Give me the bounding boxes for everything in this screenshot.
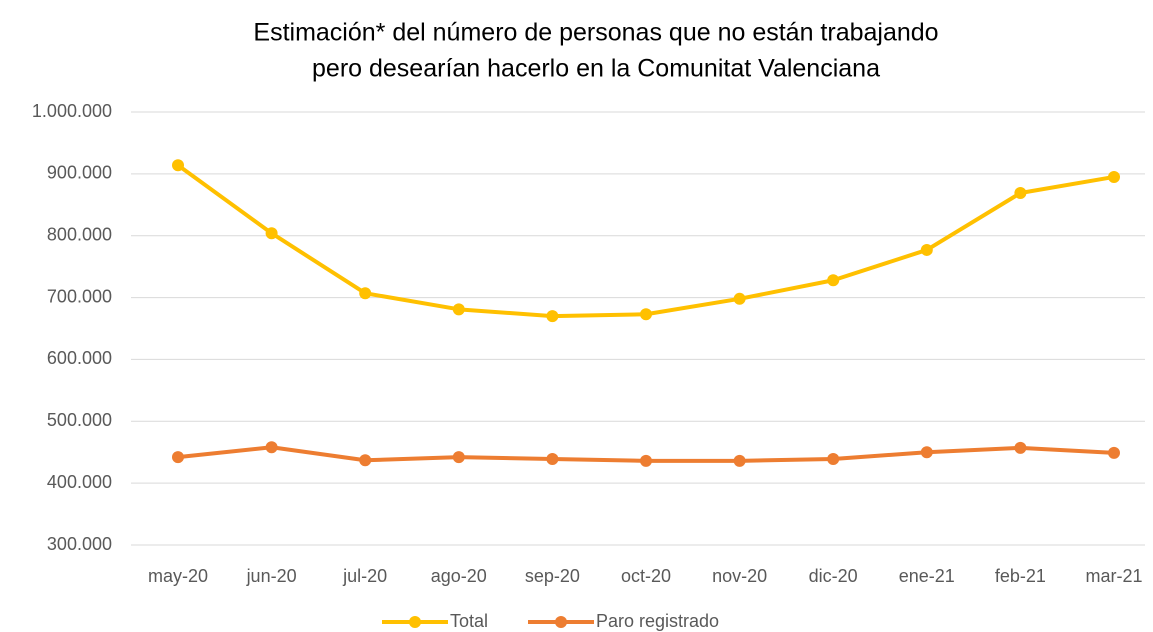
x-tick-label: ene-21 [899, 566, 955, 586]
legend-marker [555, 616, 567, 628]
data-point [172, 159, 184, 172]
data-point [827, 453, 840, 466]
data-point [733, 292, 746, 305]
y-tick-label: 500.000 [47, 410, 112, 430]
data-point [172, 451, 184, 464]
y-tick-label: 800.000 [47, 224, 112, 244]
data-point [546, 310, 559, 323]
x-tick-label: jul-20 [342, 566, 387, 586]
chart-title: pero desearían hacerlo en la Comunitat V… [312, 55, 880, 83]
data-point [733, 454, 746, 467]
y-tick-label: 700.000 [47, 286, 112, 306]
data-point [1108, 170, 1120, 183]
data-point [1108, 446, 1120, 459]
x-tick-label: nov-20 [712, 566, 767, 586]
y-tick-label: 600.000 [47, 348, 112, 368]
y-tick-label: 300.000 [47, 534, 112, 554]
legend-marker [409, 616, 421, 628]
x-tick-label: dic-20 [809, 566, 858, 586]
legend-label: Total [450, 611, 488, 631]
y-tick-label: 1.000.000 [32, 101, 112, 121]
x-tick-label: mar-21 [1085, 566, 1142, 586]
data-point [920, 446, 933, 459]
data-point [827, 274, 840, 287]
data-point [452, 303, 465, 316]
x-tick-label: oct-20 [621, 566, 671, 586]
data-point [640, 454, 652, 467]
x-tick-label: may-20 [148, 566, 208, 586]
data-point [640, 308, 652, 321]
data-point [452, 451, 465, 464]
chart-title: Estimación* del número de personas que n… [253, 19, 938, 47]
x-tick-label: ago-20 [431, 566, 487, 586]
data-point [1014, 441, 1027, 454]
data-point [1014, 187, 1027, 200]
series-line [176, 163, 1115, 319]
data-point [546, 453, 559, 466]
data-point [359, 454, 372, 467]
data-point [265, 441, 278, 454]
y-tick-label: 900.000 [47, 163, 112, 183]
x-tick-label: sep-20 [525, 566, 580, 586]
data-point [920, 243, 933, 256]
legend-label: Paro registrado [596, 611, 719, 631]
y-tick-label: 400.000 [47, 472, 112, 492]
x-tick-label: jun-20 [246, 566, 297, 586]
data-point [359, 287, 372, 300]
x-tick-label: feb-21 [995, 566, 1046, 586]
data-point [265, 227, 278, 240]
